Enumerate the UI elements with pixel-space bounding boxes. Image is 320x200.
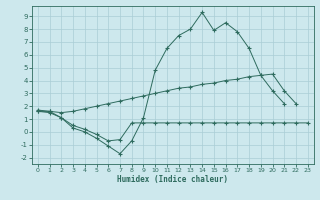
X-axis label: Humidex (Indice chaleur): Humidex (Indice chaleur) (117, 175, 228, 184)
